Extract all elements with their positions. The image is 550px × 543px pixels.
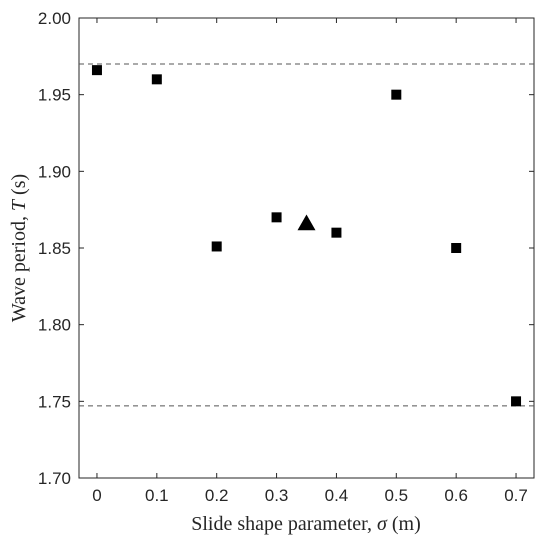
data-point-square: [391, 89, 402, 100]
y-tick-label: 2.00: [38, 9, 71, 28]
y-tick-label: 1.85: [38, 239, 71, 258]
y-tick-label: 1.80: [38, 316, 71, 335]
y-tick-label: 1.90: [38, 162, 71, 181]
x-axis-ticks: 0 0.1 0.2 0.3 0.4 0.5 0.6 0.7: [92, 18, 528, 505]
plot-area: [78, 17, 535, 479]
data-point-square: [151, 74, 162, 85]
data-point-triangle: [297, 214, 316, 231]
reference-lines: [79, 63, 534, 407]
x-tick-label: 0.6: [444, 486, 468, 505]
y-tick-label: 1.75: [38, 392, 71, 411]
x-tick-label: 0: [92, 486, 101, 505]
data-point-square: [271, 212, 282, 223]
x-axis-label: Slide shape parameter, σ (m): [191, 513, 421, 535]
data-point-square: [211, 241, 222, 252]
x-tick-label: 0.4: [325, 486, 349, 505]
x-tick-label: 0.1: [145, 486, 169, 505]
y-axis-ticks: 1.70 1.75 1.80 1.85 1.90 1.95 2.00: [38, 9, 534, 488]
data-point-square: [511, 396, 522, 407]
data-point-square: [451, 243, 462, 253]
x-tick-label: 0.5: [384, 486, 408, 505]
y-tick-label: 1.95: [38, 86, 71, 105]
data-points: [91, 65, 522, 407]
x-tick-label: 0.2: [205, 486, 229, 505]
data-point-square: [331, 227, 342, 238]
x-tick-label: 0.3: [265, 486, 289, 505]
data-point-square: [91, 65, 102, 76]
y-axis-label: Wave period, T (s): [8, 174, 30, 322]
y-tick-label: 1.70: [38, 469, 71, 488]
x-tick-label: 0.7: [504, 486, 528, 505]
